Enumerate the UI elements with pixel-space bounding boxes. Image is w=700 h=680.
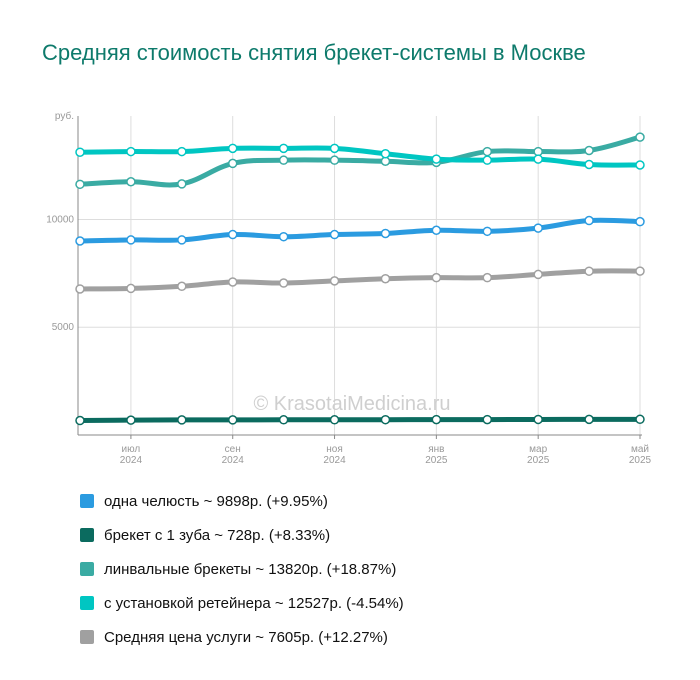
data-point (431, 414, 442, 425)
data-points (75, 132, 645, 426)
x-tick-label-month: мар (529, 444, 547, 455)
legend-item[interactable]: линвальные брекеты ~ 13820р. (+18.87%) (80, 552, 404, 586)
data-point (380, 148, 391, 159)
legend-swatch (80, 596, 94, 610)
data-point (329, 155, 340, 165)
y-tick-label: 5000 (52, 322, 75, 333)
data-point (126, 283, 136, 294)
y-unit-label: руб. (55, 110, 74, 122)
legend-item[interactable]: брекет с 1 зуба ~ 728р. (+8.33%) (80, 518, 404, 552)
data-point (227, 143, 238, 154)
legend-label: с установкой ретейнера ~ 12527р. (-4.54%… (104, 594, 404, 612)
x-tick-label-month: сен (225, 444, 241, 455)
data-point (380, 273, 391, 284)
data-point (635, 216, 645, 227)
data-point (329, 276, 340, 286)
watermark-text: © KrasotaiMedicina.ru (253, 393, 450, 415)
legend-swatch (80, 494, 94, 508)
data-point (329, 143, 340, 154)
x-tick-label-month: июл (122, 444, 141, 455)
chart-legend: одна челюсть ~ 9898р. (+9.95%) брекет с 1… (80, 484, 404, 654)
data-point (635, 132, 645, 142)
x-tick-label-month: янв (428, 444, 444, 455)
x-tick-label-year: 2024 (323, 455, 346, 466)
data-point (75, 147, 85, 157)
data-point (533, 414, 543, 425)
data-point (227, 229, 238, 240)
data-point (177, 146, 187, 157)
line-chart: руб.500010000июл2024сен2024ноя2024янв202… (46, 110, 651, 466)
data-point (380, 414, 391, 425)
data-point (177, 179, 187, 189)
series-line-2 (77, 416, 643, 424)
data-point (75, 415, 85, 426)
data-point (329, 229, 340, 240)
data-point (278, 143, 289, 154)
data-point (126, 415, 136, 425)
legend-swatch (80, 630, 94, 644)
data-point (584, 159, 594, 170)
data-point (533, 223, 543, 233)
data-point (227, 415, 238, 425)
legend-swatch (80, 528, 94, 542)
data-point (635, 414, 645, 425)
data-point (482, 146, 493, 157)
legend-label: одна челюсть ~ 9898р. (+9.95%) (104, 492, 328, 510)
data-point (482, 226, 493, 237)
data-point (482, 414, 493, 425)
x-tick-label-year: 2025 (629, 455, 652, 466)
data-point (278, 415, 289, 425)
data-point (75, 236, 85, 246)
data-point (278, 155, 289, 165)
data-point (126, 235, 136, 245)
data-point (482, 272, 493, 283)
data-point (278, 278, 289, 288)
data-point (75, 284, 85, 294)
legend-item[interactable]: с установкой ретейнера ~ 12527р. (-4.54%… (80, 586, 404, 620)
x-tick-label-year: 2024 (222, 455, 245, 466)
data-point (75, 179, 85, 190)
data-point (278, 231, 289, 242)
data-point (227, 158, 238, 169)
data-point (431, 225, 442, 235)
legend-label: линвальные брекеты ~ 13820р. (+18.87%) (104, 560, 397, 578)
data-point (431, 154, 442, 164)
data-point (177, 235, 187, 245)
data-point (380, 228, 391, 239)
data-point (635, 160, 645, 170)
data-point (533, 154, 543, 164)
legend-label: брекет с 1 зуба ~ 728р. (+8.33%) (104, 526, 331, 544)
data-point (533, 269, 543, 280)
data-point (584, 414, 594, 425)
data-point (482, 155, 493, 165)
axes: руб.500010000июл2024сен2024ноя2024янв202… (46, 110, 651, 466)
data-point (584, 266, 594, 276)
series-lines (77, 134, 643, 424)
legend-label: Средняя цена услуги ~ 7605р. (+12.27%) (104, 628, 388, 646)
data-point (329, 415, 340, 425)
data-point (177, 415, 187, 425)
series-line-5 (77, 268, 643, 292)
chart-title: Средняя стоимость снятия брекет-системы … (42, 40, 586, 65)
data-point (584, 215, 594, 226)
x-tick-label-month: ноя (326, 444, 343, 455)
x-tick-label-year: 2025 (425, 455, 448, 466)
data-point (126, 176, 136, 187)
x-tick-label-year: 2024 (120, 455, 143, 466)
data-point (177, 281, 187, 292)
data-point (126, 146, 136, 157)
legend-item[interactable]: Средняя цена услуги ~ 7605р. (+12.27%) (80, 620, 404, 654)
legend-item[interactable]: одна челюсть ~ 9898р. (+9.95%) (80, 484, 404, 518)
x-tick-label-month: май (631, 444, 649, 455)
legend-swatch (80, 562, 94, 576)
y-tick-label: 10000 (46, 214, 74, 225)
data-point (431, 272, 442, 283)
data-point (635, 266, 645, 276)
x-tick-label-year: 2025 (527, 455, 550, 466)
data-point (584, 145, 594, 156)
series-line-1 (77, 217, 643, 244)
data-point (227, 277, 238, 287)
